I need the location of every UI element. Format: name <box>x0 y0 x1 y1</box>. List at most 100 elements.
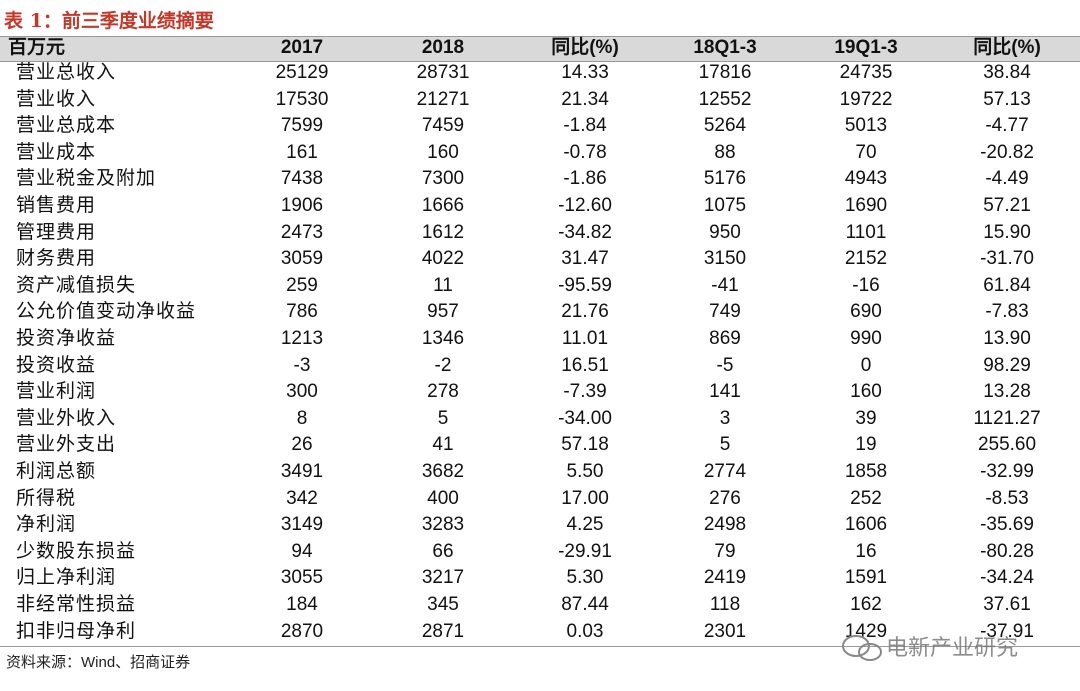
cell-value: 3491 <box>280 461 324 482</box>
bottom-rule <box>0 646 1080 647</box>
cell-value: -2 <box>434 354 452 376</box>
row-label: 少数股东损益 <box>16 540 137 562</box>
cell-value: 15.90 <box>983 221 1031 243</box>
cell-value: -4.77 <box>985 115 1029 137</box>
cell-value: 950 <box>709 221 741 243</box>
cell-value: 26 <box>291 434 313 456</box>
cell-value: 160 <box>850 381 882 403</box>
row-label: 归上净利润 <box>16 567 117 589</box>
cell-value: 3149 <box>280 514 324 536</box>
cell-value: 5.30 <box>566 567 604 589</box>
cell-value: 2018 <box>421 37 465 58</box>
cell-value: -34.82 <box>558 221 612 243</box>
cell-value: 13.90 <box>983 328 1031 349</box>
row-label: 营业成本 <box>16 141 97 163</box>
cell-value: 2870 <box>280 620 324 642</box>
row-label: 营业总收入 <box>16 62 117 83</box>
cell-value: 7459 <box>421 115 465 137</box>
cell-value: 3 <box>719 407 731 429</box>
cell-value: 94 <box>291 540 313 562</box>
cell-value: 11.01 <box>561 328 609 349</box>
cell-value: -34.00 <box>558 407 612 429</box>
cell-value: -31.70 <box>980 248 1034 270</box>
cell-value: 1591 <box>844 567 888 589</box>
cell-value: 3150 <box>703 248 747 270</box>
cell-value: 252 <box>850 487 882 509</box>
watermark-icon <box>842 635 882 661</box>
cell-value: 1906 <box>280 195 324 216</box>
cell-value: 3283 <box>421 514 465 536</box>
cell-value: 2017 <box>280 37 324 58</box>
cell-value: 19722 <box>839 88 893 110</box>
cell-value: 14.33 <box>561 62 609 83</box>
source-note: 资料来源：Wind、招商证券 <box>6 654 191 671</box>
row-label: 财务费用 <box>16 248 97 270</box>
cell-value: 88 <box>714 141 736 163</box>
cell-value: 37.61 <box>983 594 1031 615</box>
cell-value: 4.25 <box>566 514 604 536</box>
cell-value: 5176 <box>703 168 747 190</box>
cell-value: -4.49 <box>985 168 1029 190</box>
cell-value: 11 <box>433 274 453 296</box>
cell-value: 12552 <box>698 88 752 110</box>
row-label: 营业外支出 <box>16 434 117 456</box>
cell-value: -37.91 <box>980 620 1034 642</box>
row-label: 管理费用 <box>16 221 97 243</box>
cell-value: 5 <box>719 434 731 456</box>
cell-value: 5.50 <box>566 461 604 482</box>
cell-value: 0.03 <box>566 620 604 642</box>
cell-value: 17530 <box>275 88 329 110</box>
cell-value: 87.44 <box>561 594 609 615</box>
cell-value: 7599 <box>280 115 324 137</box>
cell-value: 255.60 <box>977 434 1037 456</box>
cell-value: 1612 <box>421 221 465 243</box>
cell-value: 21.76 <box>561 301 609 323</box>
row-label: 营业税金及附加 <box>16 168 157 190</box>
cell-value: 5264 <box>703 115 747 137</box>
cell-value: 57.13 <box>983 88 1031 110</box>
cell-value: 28731 <box>416 62 470 83</box>
cell-value: 3059 <box>280 248 324 270</box>
cell-value: -1.86 <box>563 168 607 190</box>
cell-value: 162 <box>850 594 882 615</box>
cell-value: 0 <box>860 354 872 376</box>
cell-value: 2419 <box>703 567 747 589</box>
cell-value: 2152 <box>844 248 888 270</box>
cell-value: 31.47 <box>561 248 609 270</box>
row-label: 扣非归母净利 <box>16 620 137 642</box>
cell-value: -80.28 <box>980 540 1034 562</box>
cell-value: 5 <box>437 407 449 429</box>
cell-value: 160 <box>427 141 459 163</box>
cell-value: 2473 <box>280 221 324 243</box>
cell-value: 13.28 <box>983 381 1031 403</box>
cell-value: 39 <box>855 407 877 429</box>
row-label: 利润总额 <box>16 461 97 482</box>
cell-value: 276 <box>709 487 741 509</box>
cell-value: -12.60 <box>558 195 612 216</box>
cell-value: 16 <box>855 540 877 562</box>
cell-value: 79 <box>714 540 736 562</box>
cell-value: 38.84 <box>983 62 1031 83</box>
cell-value: 57.21 <box>983 195 1031 216</box>
table-title: 表 1：前三季度业绩摘要 <box>4 10 214 32</box>
cell-value: 57.18 <box>561 434 609 456</box>
cell-value: 21.34 <box>561 88 609 110</box>
row-label: 公允价值变动净收益 <box>16 301 197 323</box>
cell-value: 7438 <box>280 168 324 190</box>
cell-value: -0.78 <box>563 141 607 163</box>
cell-value: 66 <box>432 540 454 562</box>
cell-value: 1213 <box>280 328 324 349</box>
cell-value: 61.84 <box>983 274 1031 296</box>
cell-value: -3 <box>293 354 311 376</box>
cell-value: 2774 <box>703 461 747 482</box>
cell-value: 2498 <box>703 514 747 536</box>
cell-value: -20.82 <box>980 141 1034 163</box>
row-label: 非经常性损益 <box>16 594 137 615</box>
cell-value: 1346 <box>421 328 465 349</box>
cell-value: 17816 <box>698 62 752 83</box>
cell-value: 7300 <box>421 168 465 190</box>
cell-value: 141 <box>709 381 741 403</box>
cell-value: 786 <box>286 301 318 323</box>
cell-value: 2871 <box>421 620 465 642</box>
